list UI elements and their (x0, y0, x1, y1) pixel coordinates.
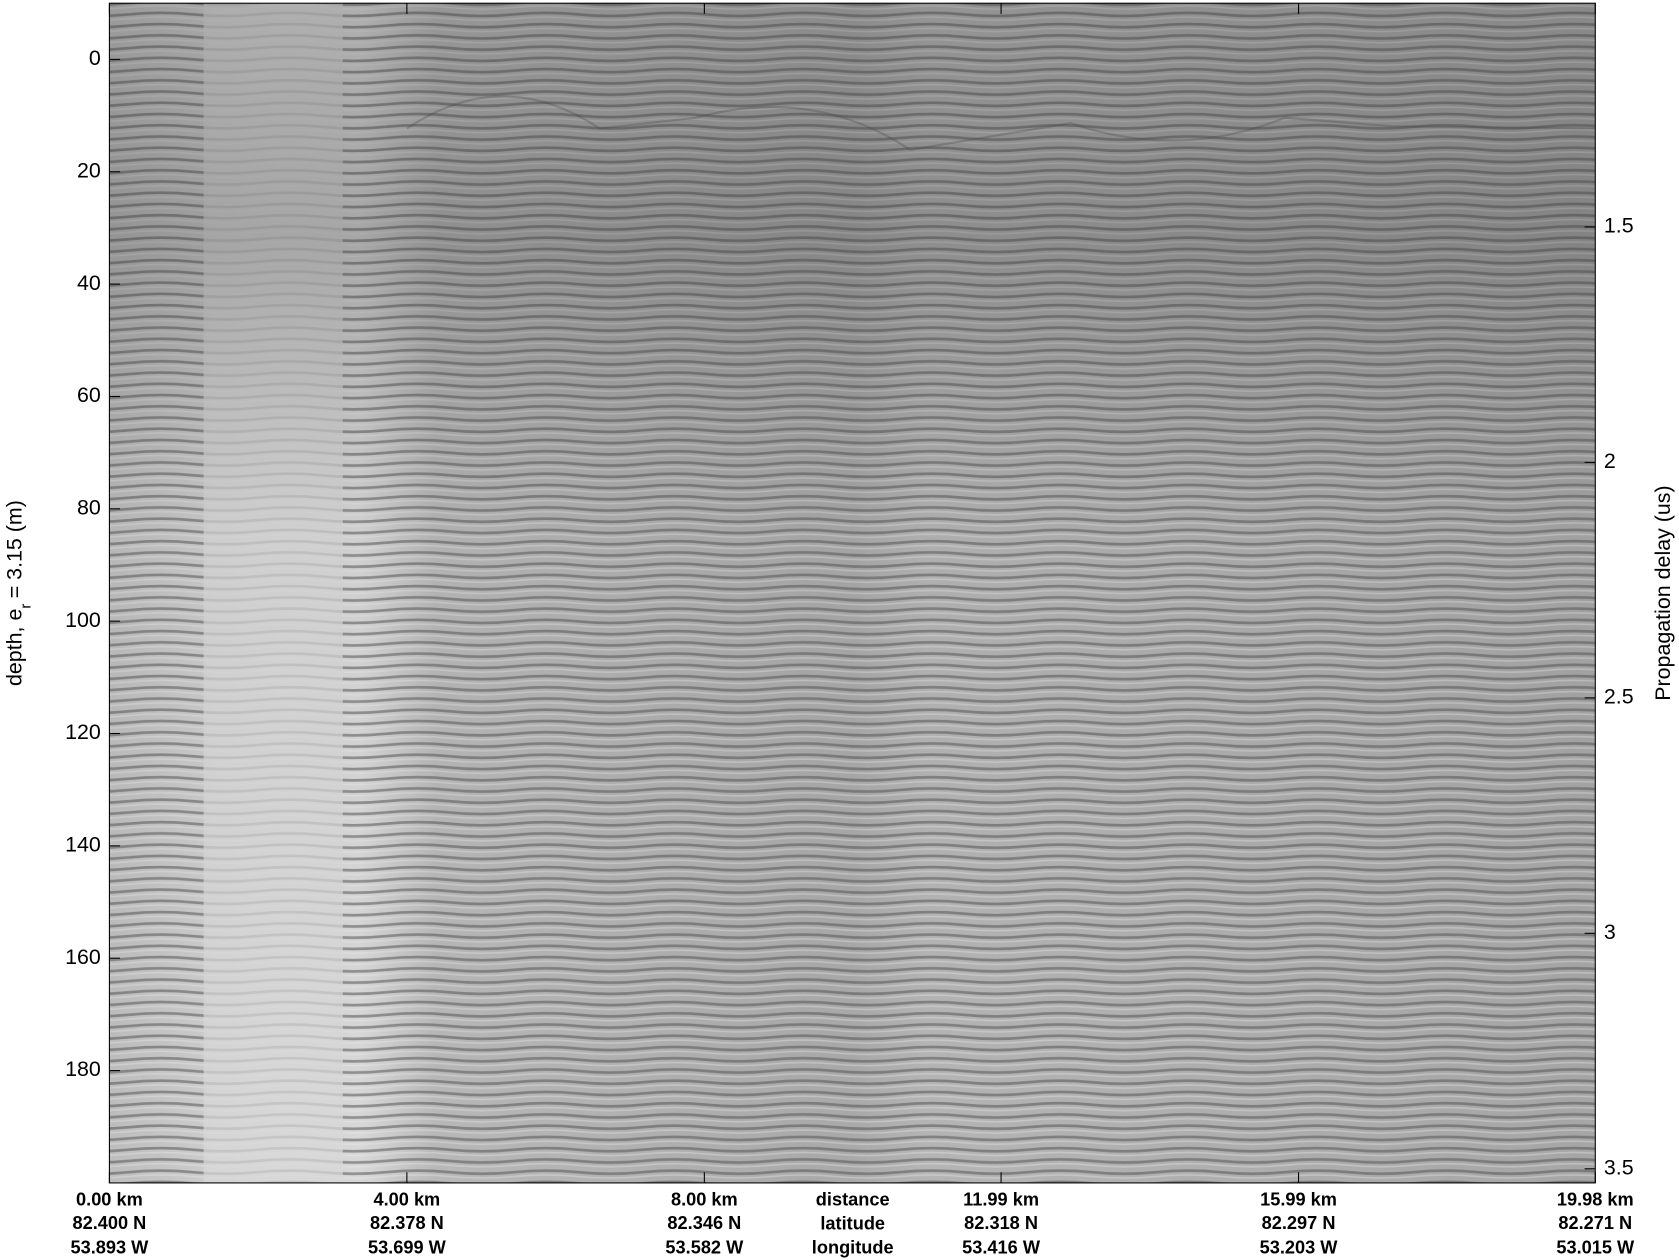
y-tick-label: 140 (65, 833, 101, 857)
y-tick-label: 160 (65, 945, 101, 969)
latitude-label: 82.378 N (370, 1213, 444, 1233)
longitude-label: 53.015 W (1556, 1238, 1635, 1258)
row-label: distance (816, 1189, 890, 1209)
longitude-label: 53.416 W (962, 1238, 1041, 1258)
x-tick-label: 4.00 km (374, 1189, 441, 1209)
y2-tick-label: 3.5 (1604, 1155, 1634, 1179)
latitude-label: 82.297 N (1262, 1213, 1336, 1233)
y-axis-label-subscript: r (17, 604, 34, 609)
y-tick-label: 40 (77, 271, 101, 295)
longitude-label: 53.699 W (368, 1238, 447, 1258)
y2-tick-label: 2 (1604, 449, 1616, 473)
latitude-label: 82.271 N (1558, 1213, 1632, 1233)
row-label: longitude (812, 1238, 894, 1258)
x-tick-label: 8.00 km (671, 1189, 738, 1209)
x-tick-label: 15.99 km (1260, 1189, 1337, 1209)
latitude-label: 82.318 N (964, 1213, 1038, 1233)
longitude-label: 53.203 W (1260, 1238, 1339, 1258)
y-tick-label: 100 (65, 608, 101, 632)
y2-axis-label: Propagation delay (us) (1651, 485, 1675, 700)
y-tick-label: 20 (77, 158, 101, 182)
y-axis-label: depth, er = 3.15 (m) (3, 500, 35, 686)
y-tick-label: 80 (77, 495, 101, 519)
x-tick-label: 0.00 km (76, 1189, 143, 1209)
y-axis-label-main: depth, e (3, 609, 27, 686)
longitude-label: 53.582 W (665, 1238, 744, 1258)
x-tick-label: 19.98 km (1557, 1189, 1634, 1209)
y-tick-label: 60 (77, 383, 101, 407)
x-tick-label: 11.99 km (963, 1189, 1039, 1209)
latitude-label: 82.346 N (667, 1213, 741, 1233)
y-tick-label: 0 (89, 46, 101, 70)
y-axis-label-suffix: = 3.15 (m) (3, 500, 27, 598)
y-tick-label: 120 (65, 720, 101, 744)
row-label: latitude (820, 1213, 885, 1233)
longitude-label: 53.893 W (70, 1238, 149, 1258)
y2-tick-label: 2.5 (1604, 685, 1634, 709)
y2-tick-label: 3 (1604, 920, 1616, 944)
latitude-label: 82.400 N (72, 1213, 146, 1233)
y-tick-label: 180 (65, 1057, 101, 1081)
y2-tick-label: 1.5 (1604, 214, 1634, 238)
plot-frame (108, 2, 1596, 1184)
echogram (109, 3, 1596, 1183)
